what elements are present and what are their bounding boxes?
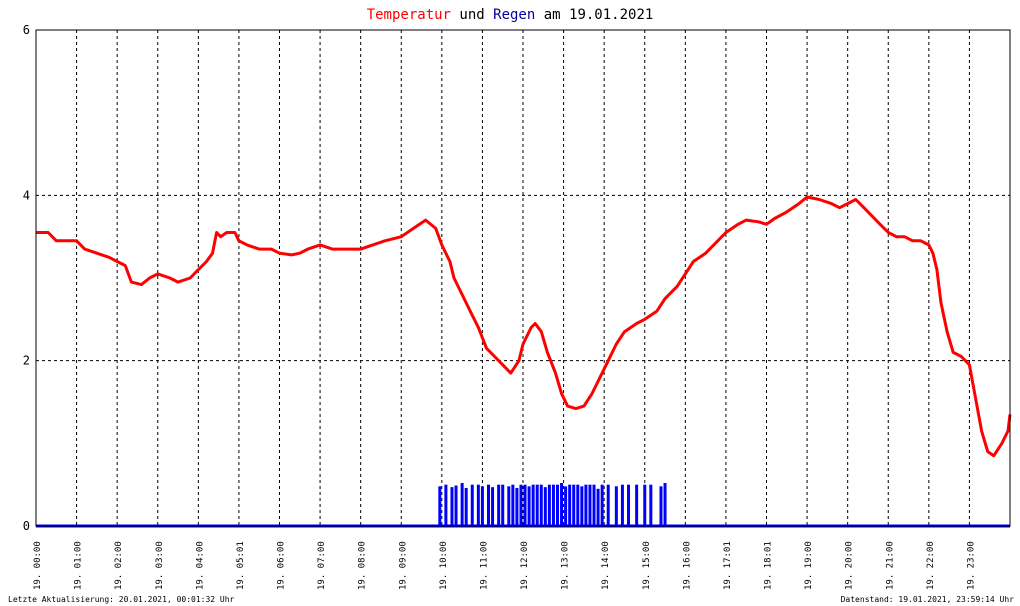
x-tick-label: 19. 00:00 (33, 541, 43, 590)
rain-bar (627, 484, 631, 526)
rain-bar (592, 484, 596, 526)
rain-bar (450, 487, 454, 526)
y-tick-label: 2 (23, 354, 30, 368)
rain-bar (487, 484, 491, 526)
rain-bar (635, 484, 639, 526)
rain-bar (527, 486, 531, 526)
x-tick-label: 19. 09:00 (398, 541, 408, 590)
x-tick-label: 19. 22:00 (926, 541, 936, 590)
rain-bar (614, 486, 618, 526)
rain-bar (596, 488, 600, 526)
rain-bar (454, 485, 458, 526)
y-tick-label: 6 (23, 23, 30, 37)
x-tick-label: 19. 05:01 (236, 541, 246, 590)
x-tick-label: 19. 02:00 (114, 541, 124, 590)
rain-bar (568, 484, 572, 526)
rain-bar (547, 484, 551, 526)
rain-bar (663, 483, 667, 526)
rain-bar (606, 484, 610, 526)
x-tick-label: 19. 13:00 (561, 541, 571, 590)
rain-bar (620, 484, 624, 526)
title-and: und (451, 7, 493, 23)
rain-bar (476, 484, 480, 526)
rain-bar (649, 484, 653, 526)
x-tick-label: 19. 14:00 (601, 541, 611, 590)
title-temperature: Temperatur (367, 7, 451, 23)
rain-bar (531, 484, 535, 526)
x-tick-label: 19. 03:00 (155, 541, 165, 590)
rain-bar (480, 486, 484, 526)
rain-bar (515, 487, 519, 526)
rain-bar (507, 486, 511, 526)
rain-bar (535, 484, 539, 526)
rain-bar (643, 484, 647, 526)
x-tick-label: 19. 23:00 (966, 541, 976, 590)
rain-bar (523, 484, 527, 526)
footer-last-update: Letzte Aktualisierung: 20.01.2021, 00:01… (8, 595, 235, 604)
x-tick-label: 19. 06:00 (277, 541, 287, 590)
rain-bar (560, 483, 564, 526)
x-tick-label: 19. 07:00 (317, 541, 327, 590)
x-tick-label: 19. 18:01 (764, 541, 774, 590)
rain-bar (600, 484, 604, 526)
y-tick-label: 0 (23, 519, 30, 533)
x-tick-label: 19. 04:00 (195, 541, 205, 590)
rain-bar (438, 486, 442, 526)
x-tick-label: 19. 12:00 (520, 541, 530, 590)
rain-bar (464, 487, 468, 526)
title-date: am 19.01.2021 (535, 7, 653, 23)
rain-bar (491, 487, 495, 526)
x-tick-label: 19. 10:00 (439, 541, 449, 590)
footer-data-status: Datenstand: 19.01.2021, 23:59:14 Uhr (841, 595, 1015, 604)
x-tick-label: 19. 15:00 (642, 541, 652, 590)
x-tick-label: 19. 19:00 (804, 541, 814, 590)
rain-bar (659, 486, 663, 526)
rain-bar (539, 484, 543, 526)
rain-bar (543, 487, 547, 526)
rain-bar (501, 484, 505, 526)
x-tick-label: 19. 11:00 (479, 541, 489, 590)
x-tick-label: 19. 16:00 (682, 541, 692, 590)
rain-bar (460, 483, 464, 526)
title-rain: Regen (493, 7, 535, 23)
rain-bar (511, 484, 515, 526)
rain-bar (580, 486, 584, 526)
rain-bar (551, 484, 555, 526)
x-axis: 19. 00:00 19. 01:00 19. 02:00 19. 03:00 19. … (33, 541, 976, 590)
rain-bar (444, 484, 448, 526)
rain-bar (470, 484, 474, 526)
rain-bar (572, 484, 576, 526)
x-tick-label: 19. 21:00 (885, 541, 895, 590)
plot-frame (35, 29, 1011, 527)
x-tick-label: 19. 01:00 (74, 541, 84, 590)
grid (36, 30, 1010, 526)
rain-bar (564, 486, 568, 526)
y-axis: 0 2 4 6 (23, 23, 30, 533)
x-tick-label: 19. 17:01 (723, 541, 733, 590)
x-tick-label: 19. 08:00 (358, 541, 368, 590)
y-tick-label: 4 (23, 188, 30, 202)
rain-bar (584, 484, 588, 526)
chart-title: Temperatur und Regen am 19.01.2021 (367, 7, 654, 23)
x-tick-label: 19. 20:00 (845, 541, 855, 590)
temperature-series (36, 195, 1012, 458)
rain-bar (576, 484, 580, 526)
rain-bar (588, 484, 592, 526)
rain-bar (555, 484, 559, 526)
temperature-line (36, 195, 1012, 458)
rain-bar (497, 484, 501, 526)
rain-bar (519, 484, 523, 526)
